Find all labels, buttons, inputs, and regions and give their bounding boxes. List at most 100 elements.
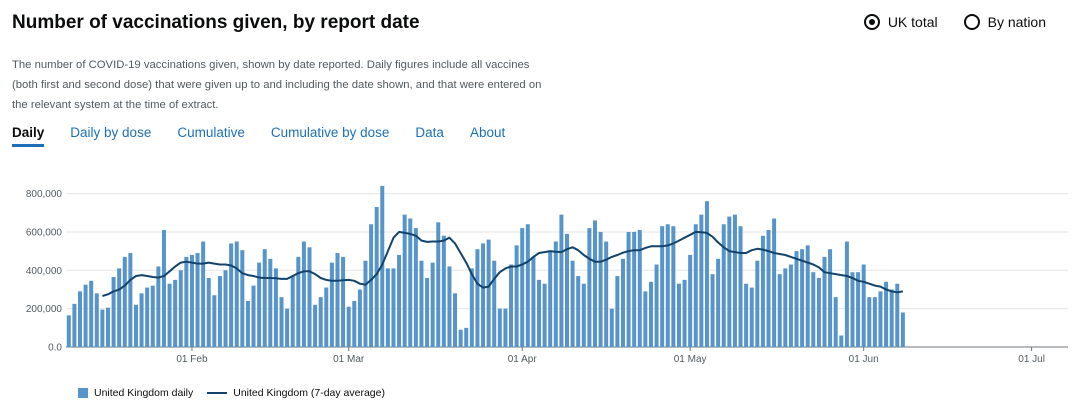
legend-item-average[interactable]: United Kingdom (7-day average) (207, 387, 385, 399)
bar (229, 243, 234, 347)
bar (604, 241, 609, 347)
legend-label: United Kingdom daily (94, 387, 194, 399)
x-tick-label: 01 Jun (849, 354, 879, 365)
bar (453, 293, 458, 347)
y-tick-label: 400,000 (26, 266, 63, 277)
bar (408, 218, 413, 347)
bar (889, 289, 894, 347)
bar (251, 285, 256, 347)
y-tick-label: 200,000 (26, 304, 63, 315)
bar (346, 306, 351, 347)
bar (335, 253, 340, 347)
bar (352, 300, 357, 347)
bar (195, 253, 200, 347)
bar (833, 297, 838, 347)
bar (223, 270, 228, 347)
bar (514, 245, 519, 347)
bar (592, 220, 597, 347)
tab-daily-by-dose[interactable]: Daily by dose (70, 125, 152, 140)
bar (318, 297, 323, 347)
bar (369, 224, 374, 347)
tab-data[interactable]: Data (415, 125, 444, 140)
bar (173, 279, 178, 347)
bar (688, 254, 693, 347)
bar (503, 308, 508, 347)
bar (576, 276, 581, 347)
bar (128, 253, 133, 347)
bar (161, 230, 166, 347)
bar (509, 264, 514, 347)
bar (397, 254, 402, 347)
view-selector: UK total By nation (863, 14, 1046, 30)
bar (755, 260, 760, 347)
bar (492, 260, 497, 347)
bar (548, 251, 553, 347)
radio-uk-total[interactable]: UK total (863, 14, 938, 30)
bar (201, 241, 206, 347)
y-tick-label: 800,000 (26, 189, 63, 200)
bar (788, 264, 793, 347)
bar (257, 262, 262, 347)
bar (615, 276, 620, 347)
radio-label: By nation (987, 14, 1046, 30)
bar (643, 291, 648, 347)
bar (732, 214, 737, 347)
bar (772, 218, 777, 347)
chart-description: The number of COVID-19 vaccinations give… (12, 59, 542, 111)
tab-about[interactable]: About (469, 125, 506, 140)
bar (676, 283, 681, 347)
x-tick-label: 01 Apr (508, 354, 538, 365)
chart-legend: United Kingdom daily United Kingdom (7-d… (78, 387, 385, 399)
y-tick-label: 600,000 (26, 227, 63, 238)
bar (654, 264, 659, 347)
bar (872, 297, 877, 347)
bar (850, 272, 855, 347)
bar (324, 287, 329, 347)
bar (100, 309, 105, 347)
bar (570, 260, 575, 347)
x-tick-label: 01 May (674, 354, 707, 365)
bar (122, 256, 127, 347)
bar (783, 268, 788, 347)
radio-by-nation[interactable]: By nation (963, 14, 1046, 30)
bar (497, 308, 502, 347)
bar (66, 315, 71, 347)
bar (212, 295, 217, 347)
bar (117, 268, 122, 347)
bar (419, 260, 424, 347)
tab-cumulative-by-dose[interactable]: Cumulative by dose (270, 125, 390, 140)
legend-item-daily[interactable]: United Kingdom daily (78, 387, 193, 399)
bar (139, 293, 144, 347)
bar (486, 239, 491, 347)
bar (660, 226, 665, 347)
bar (704, 201, 709, 347)
bar (307, 247, 312, 347)
bar (77, 291, 82, 347)
bar (285, 308, 290, 347)
tab-cumulative[interactable]: Cumulative (177, 125, 245, 140)
bar (626, 231, 631, 347)
bar (760, 235, 765, 347)
bar (587, 228, 592, 347)
bar (245, 300, 250, 347)
bar (648, 281, 653, 347)
tab-daily[interactable]: Daily (12, 125, 45, 147)
bar (206, 277, 211, 347)
bar (290, 276, 295, 347)
bar (531, 256, 536, 347)
bar (273, 268, 278, 347)
bar (867, 297, 872, 347)
bar (178, 270, 183, 347)
bar (313, 304, 318, 347)
bar (565, 233, 569, 347)
legend-label: United Kingdom (7-day average) (233, 387, 385, 399)
bar (83, 284, 88, 347)
bar (800, 249, 805, 347)
bar (94, 293, 99, 347)
bar (710, 274, 715, 347)
bar (240, 250, 245, 347)
bar (447, 266, 452, 347)
bar (464, 327, 469, 347)
bar (581, 283, 586, 347)
bar (738, 226, 743, 347)
